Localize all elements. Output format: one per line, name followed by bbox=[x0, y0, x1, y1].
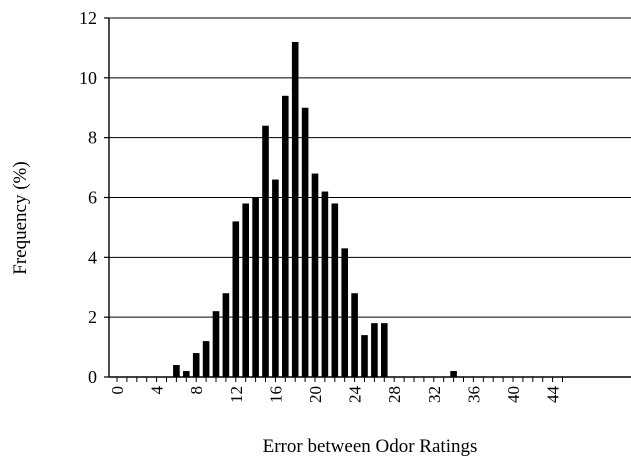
bar bbox=[311, 173, 319, 377]
x-tick-label: 12 bbox=[227, 386, 246, 403]
x-tick-label: 0 bbox=[108, 386, 127, 395]
bar bbox=[361, 335, 368, 377]
y-tick-label: 8 bbox=[88, 128, 97, 148]
y-tick-labels: 0 2 4 6 8 10 12 bbox=[79, 8, 97, 387]
bar bbox=[272, 179, 279, 377]
x-tick-label: 20 bbox=[306, 386, 325, 403]
x-tick-label: 8 bbox=[187, 386, 206, 395]
bar bbox=[450, 371, 457, 377]
bar bbox=[183, 371, 190, 377]
axes bbox=[104, 17, 631, 382]
bar bbox=[192, 353, 200, 377]
bar bbox=[351, 293, 358, 377]
bar bbox=[291, 41, 299, 377]
bar bbox=[331, 203, 339, 377]
y-tick-label: 12 bbox=[79, 8, 97, 28]
x-tick-label: 24 bbox=[346, 386, 365, 404]
gridlines bbox=[109, 17, 631, 318]
x-tick-labels: 0 4 8 12 16 20 24 28 32 36 40 44 bbox=[108, 386, 563, 404]
x-tick-label: 28 bbox=[385, 386, 404, 403]
bar bbox=[371, 323, 378, 377]
bar bbox=[262, 125, 269, 377]
y-tick-label: 10 bbox=[79, 68, 97, 88]
x-axis-title: Error between Odor Ratings bbox=[263, 436, 478, 456]
bar bbox=[381, 323, 388, 377]
x-tick-label: 4 bbox=[148, 386, 167, 395]
x-tick-label: 16 bbox=[266, 386, 285, 403]
bar bbox=[212, 311, 220, 377]
y-tick-label: 4 bbox=[88, 247, 97, 267]
bar bbox=[282, 95, 289, 378]
bar bbox=[232, 221, 240, 377]
y-tick-label: 0 bbox=[88, 367, 97, 387]
bar bbox=[301, 107, 309, 377]
x-tick-label: 32 bbox=[425, 386, 444, 403]
y-axis-title: Frequency (%) bbox=[10, 161, 31, 274]
x-tick-label: 44 bbox=[544, 386, 563, 404]
bar bbox=[341, 248, 348, 377]
bar bbox=[222, 293, 230, 377]
bar bbox=[321, 191, 329, 377]
y-tick-label: 2 bbox=[88, 307, 97, 327]
y-tick-label: 6 bbox=[88, 188, 97, 208]
bar bbox=[173, 365, 180, 377]
bar bbox=[242, 203, 249, 377]
bar-series bbox=[173, 41, 457, 378]
x-tick-label: 36 bbox=[464, 386, 483, 403]
x-tick-label: 40 bbox=[504, 386, 523, 403]
bar bbox=[252, 197, 259, 377]
bar bbox=[202, 341, 210, 377]
